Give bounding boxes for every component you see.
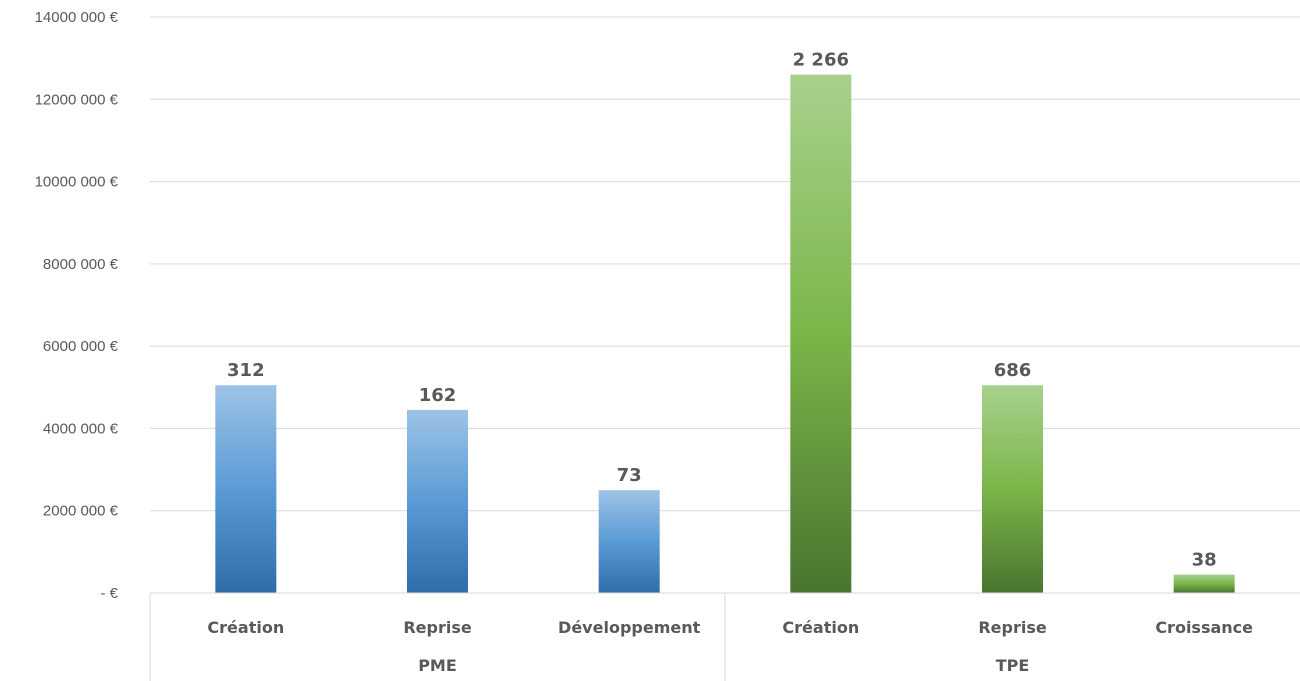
y-tick-label: 4000 000 €: [43, 420, 119, 437]
data-label: 38: [1192, 549, 1217, 570]
x-category-label: Développement: [558, 618, 701, 637]
bar-pme-1: [407, 409, 468, 593]
data-label: 2 266: [793, 50, 849, 71]
bar-tpe-1: [982, 385, 1043, 593]
bar-tpe-2: [1173, 574, 1235, 593]
y-tick-label: 2000 000 €: [43, 503, 119, 520]
data-label: 686: [994, 360, 1032, 381]
data-label: 162: [419, 385, 457, 406]
bar-tpe-0: [790, 74, 852, 594]
data-label: 73: [617, 465, 642, 486]
y-axis-ticks: - € 2000 000 € 4000 000 € 6000 000 € 8000 00…: [35, 9, 119, 602]
bar-pme-2: [598, 490, 660, 593]
x-category-label: Reprise: [978, 618, 1047, 637]
x-category-label: Croissance: [1155, 618, 1253, 637]
x-category-label: Création: [782, 618, 859, 637]
x-axis: Création Reprise Développement Création Repr…: [149, 592, 1300, 681]
y-tick-label: - €: [100, 585, 118, 602]
x-category-label: Création: [207, 618, 284, 637]
gridlines: [150, 16, 1300, 512]
data-labels: 312 162 73 2 266 686 38: [227, 50, 1217, 571]
group-label: PME: [418, 656, 457, 675]
y-tick-label: 14000 000 €: [35, 9, 119, 26]
y-tick-label: 10000 000 €: [35, 174, 119, 191]
bars: [215, 74, 1235, 594]
data-label: 312: [227, 360, 265, 381]
x-category-label: Reprise: [403, 618, 472, 637]
y-tick-label: 12000 000 €: [35, 91, 119, 108]
group-label: TPE: [996, 656, 1030, 675]
y-tick-label: 8000 000 €: [43, 256, 119, 273]
y-tick-label: 6000 000 €: [43, 338, 119, 355]
bar-pme-0: [215, 385, 277, 593]
